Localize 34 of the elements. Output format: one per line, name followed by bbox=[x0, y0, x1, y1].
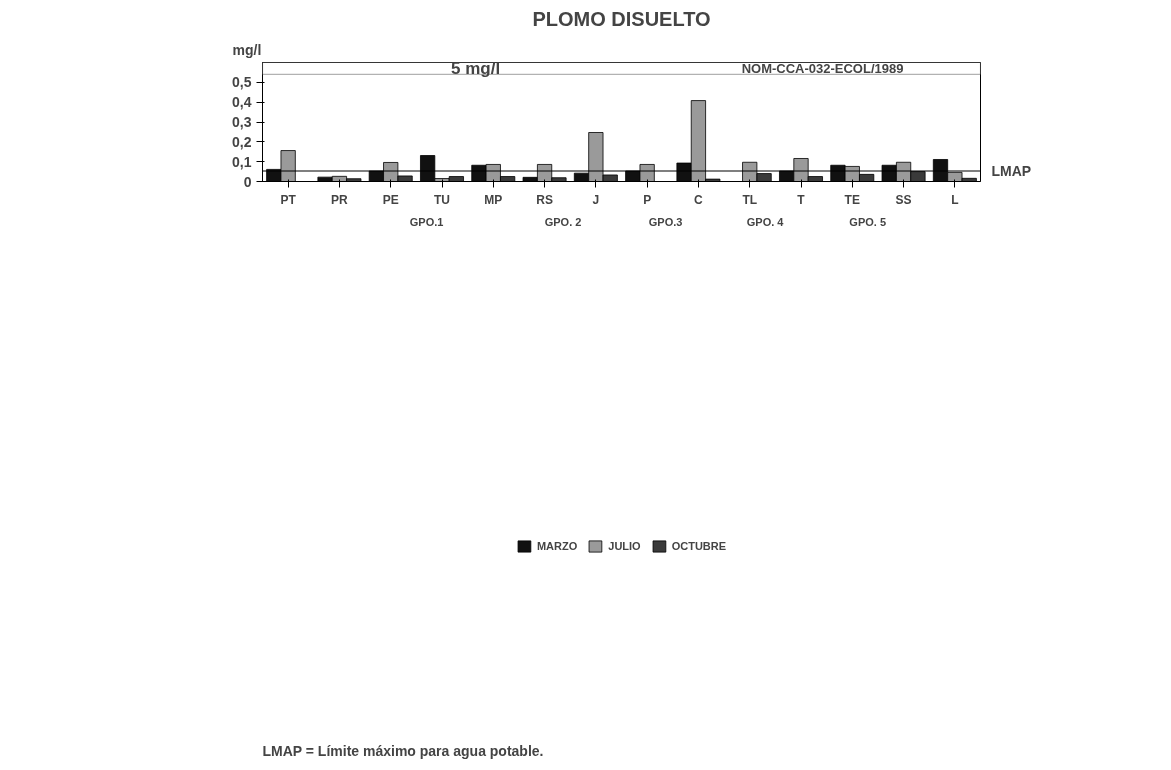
annotation: NOM-CCA-032-ECOL/1989 bbox=[741, 60, 904, 76]
x-tick-label: RS bbox=[536, 192, 553, 207]
x-tick-label: PE bbox=[382, 192, 399, 207]
x-tick-label: TU bbox=[434, 192, 450, 207]
ref-line-label: LMAP bbox=[991, 162, 1032, 179]
x-tick-label: P bbox=[643, 192, 652, 207]
x-tick-label: SS bbox=[895, 192, 912, 207]
x-tick-label: L bbox=[951, 192, 959, 207]
x-tick-label: MP bbox=[484, 192, 503, 207]
x-tick-label: TE bbox=[844, 192, 860, 207]
legend-label: JULIO bbox=[608, 539, 641, 552]
x-tick-label: TL bbox=[742, 192, 758, 207]
y-tick-label: 0 bbox=[243, 173, 252, 190]
y-tick-label: 0,5 bbox=[232, 74, 252, 91]
y-tick-label: 0,2 bbox=[232, 133, 252, 150]
x-tick-label: PT bbox=[280, 192, 297, 207]
text: GPO. 2 bbox=[544, 215, 582, 228]
x-tick-label: C bbox=[694, 192, 704, 207]
text: GPO.3 bbox=[648, 215, 683, 228]
chart-title: PLOMO DISUELTO bbox=[532, 7, 711, 30]
legend-label: MARZO bbox=[536, 539, 578, 552]
legend-label: OCTUBRE bbox=[671, 539, 727, 552]
y-tick-label: 0,1 bbox=[232, 153, 252, 170]
y-tick-label: 0,3 bbox=[232, 114, 252, 130]
x-tick-label: J bbox=[592, 192, 600, 207]
band-label: 5 mg/l bbox=[450, 58, 501, 78]
x-tick-label: PR bbox=[331, 192, 349, 207]
text: GPO. 5 bbox=[849, 215, 887, 228]
y-tick-label: 0,4 bbox=[232, 94, 252, 111]
y-axis-title: mg/l bbox=[232, 41, 262, 58]
text: GPO.1 bbox=[409, 215, 444, 228]
text: GPO. 4 bbox=[746, 215, 785, 228]
text: LMAP = Límite máximo para agua potable. bbox=[262, 742, 544, 759]
x-tick-label: T bbox=[797, 192, 806, 207]
